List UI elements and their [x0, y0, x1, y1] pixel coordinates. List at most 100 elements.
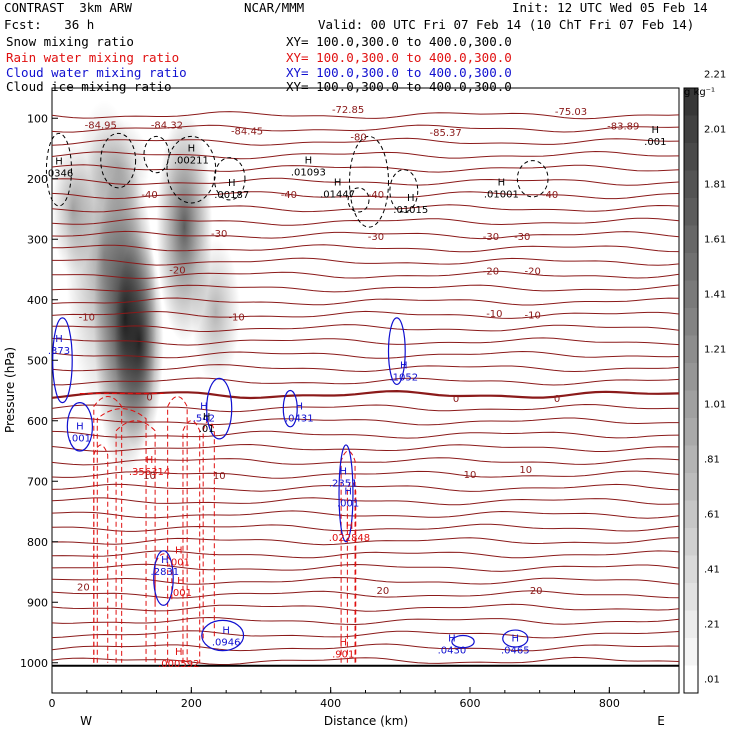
cloud-water-contour — [502, 629, 529, 648]
rain-contour — [115, 420, 156, 663]
maximum-marker: H — [228, 178, 236, 189]
colorbar-swatch — [684, 198, 698, 226]
colorbar-swatch — [684, 418, 698, 446]
temperature-label: 20 — [377, 586, 390, 597]
isotherm — [51, 350, 680, 359]
maximum-marker: H — [177, 576, 185, 587]
cloud-water-contour — [338, 444, 354, 543]
maximum-marker: H — [175, 546, 183, 557]
cloud-ice-contour — [348, 135, 389, 228]
isotherm — [51, 576, 680, 585]
isotherm — [51, 630, 680, 639]
maximum-marker: H — [296, 402, 304, 413]
isotherm — [51, 191, 680, 200]
colorbar-swatch — [684, 555, 698, 583]
cloud-ice-contour — [516, 160, 549, 198]
maximum-value: .0946 — [212, 638, 241, 649]
maximum-value: .001 — [69, 434, 91, 445]
temperature-label: -85.37 — [429, 128, 461, 139]
maximum-marker: H — [146, 455, 154, 466]
isotherm — [51, 497, 680, 506]
legend-cloud-water-xy: XY= 100.0,300.0 to 400.0,300.0 — [286, 65, 512, 80]
isotherm — [51, 137, 680, 146]
maximum-value: .001 — [168, 558, 190, 569]
maximum-marker: H — [188, 143, 196, 154]
isotherm — [51, 377, 680, 386]
x-tick-label: 200 — [181, 697, 202, 710]
rain-contour — [202, 420, 215, 639]
isotherm — [51, 616, 680, 626]
maximum-value: .0431 — [285, 414, 314, 425]
x-tick-label: 0 — [49, 697, 56, 710]
isotherm — [51, 537, 680, 546]
temperature-label: -84.45 — [231, 126, 263, 137]
snow-blob — [191, 239, 241, 385]
temperature-label: 10 — [519, 465, 532, 476]
annotations: -84.95 -84.32 -84.45 -72.85 -80 -85.37 -75.03 -… — [45, 105, 667, 670]
cloud-water-contour — [387, 317, 406, 386]
maximum-value: .1052 — [389, 373, 418, 384]
y-tick-label: 700 — [27, 475, 48, 488]
maximum-value: .542 — [193, 414, 215, 425]
isotherm — [51, 470, 680, 479]
colorbar-swatch — [684, 610, 698, 638]
x-tick-label: 800 — [599, 697, 620, 710]
colorbar-swatch — [684, 335, 698, 363]
isotherm — [51, 510, 680, 519]
isotherm — [51, 217, 680, 226]
maximum-marker: H — [76, 422, 84, 433]
colorbar-swatch — [684, 638, 698, 666]
temperature-label: -40 — [141, 190, 157, 201]
colorbar-swatch — [684, 528, 698, 556]
maximum-value: .000592 — [158, 659, 199, 670]
isotherm — [51, 643, 680, 652]
x-axis-label: Distance (km) — [324, 714, 408, 728]
y-axis-label: Pressure (hPa) — [3, 347, 17, 433]
maximum-value: .00211 — [174, 155, 209, 166]
snow-blob — [86, 118, 150, 216]
colorbar-label: 1.21 — [704, 344, 726, 355]
isotherm — [51, 550, 680, 559]
maximum-marker: H — [407, 193, 415, 204]
temperature-label: 10 — [213, 471, 226, 482]
cloud-ice-contours — [45, 132, 549, 228]
colorbar-label: .01 — [704, 674, 720, 685]
maximum-marker: H — [55, 334, 63, 345]
y-tick-label: 1000 — [20, 657, 48, 670]
temperature-label: -40 — [368, 190, 384, 201]
colorbar-label: 2.21 — [704, 69, 726, 80]
temperature-label: -10 — [525, 310, 541, 321]
isotherm — [51, 443, 680, 452]
colorbar-label: 1.01 — [704, 399, 726, 410]
isotherm — [51, 603, 680, 612]
colorbar-label: .21 — [704, 619, 720, 630]
temperature-label: -10 — [486, 309, 502, 320]
x-tick-label: 600 — [460, 697, 481, 710]
temperature-label: -84.32 — [151, 120, 183, 131]
isotherm — [51, 164, 680, 173]
colorbar-swatch — [684, 170, 698, 198]
maximum-value: .901 — [332, 650, 354, 661]
temperature-label: 10 — [464, 470, 477, 481]
colorbar-label: 2.01 — [704, 124, 726, 135]
maximum-value: .2831 — [151, 567, 180, 578]
temperature-label: -30 — [368, 232, 384, 243]
isotherm — [51, 483, 680, 492]
temperature-label: 0 — [554, 394, 560, 405]
cloud-water-contour — [206, 377, 233, 440]
colorbar-swatch — [684, 280, 698, 308]
temperature-label: -40 — [542, 190, 558, 201]
maximum-value: .0346 — [45, 169, 74, 180]
cloud-water-contour — [66, 401, 94, 452]
y-tick-label: 200 — [27, 173, 48, 186]
temperature-label: -80 — [350, 132, 366, 143]
temperature-label: 0 — [146, 393, 152, 404]
maximum-marker: H — [55, 157, 63, 168]
temperature-contours — [51, 111, 680, 667]
snow-shading — [52, 100, 241, 476]
legend-rain-xy: XY= 100.0,300.0 to 400.0,300.0 — [286, 50, 512, 65]
maximum-value: .001 — [644, 137, 666, 148]
init-time: Init: 12 UTC Wed 05 Feb 14 — [512, 0, 708, 15]
temperature-label: -40 — [281, 190, 297, 201]
